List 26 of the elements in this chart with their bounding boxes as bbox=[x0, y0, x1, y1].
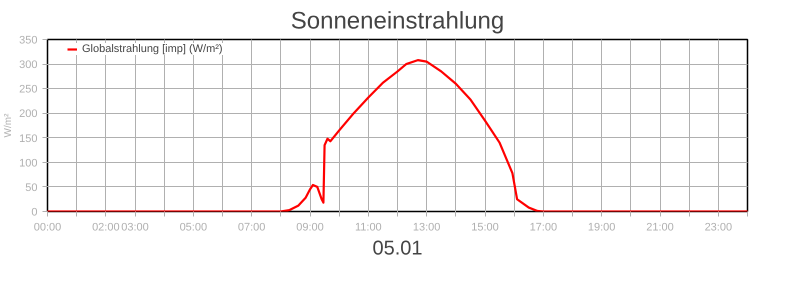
x-tick-label: 00:00 bbox=[34, 222, 62, 234]
x-tick-label: 13:00 bbox=[412, 222, 440, 234]
x-tick-label: 19:00 bbox=[588, 222, 616, 234]
x-tick-label: 02:00 bbox=[92, 222, 120, 234]
y-tick-label: 300 bbox=[19, 59, 38, 72]
x-axis-title: 05.01 bbox=[372, 238, 423, 260]
x-tick-label: 03:00 bbox=[121, 222, 149, 234]
x-tick-label: 23:00 bbox=[704, 222, 732, 234]
x-tick-label: 17:00 bbox=[530, 222, 558, 234]
x-tick-label: 21:00 bbox=[646, 222, 674, 234]
x-tick-label: 09:00 bbox=[296, 222, 324, 234]
y-axis-title: W/m² bbox=[3, 112, 14, 138]
line-series bbox=[48, 59, 748, 212]
x-tick-label: 07:00 bbox=[238, 222, 266, 234]
chart-title: Sonneneinstrahlung bbox=[290, 8, 504, 34]
y-tick-label: 150 bbox=[19, 132, 38, 145]
y-tick-label: 0 bbox=[31, 206, 38, 218]
legend-label: Globalstrahlung [imp] (W/m²) bbox=[82, 43, 223, 55]
y-tick-label: 350 bbox=[19, 34, 38, 46]
y-tick-label: 200 bbox=[19, 108, 38, 120]
x-tick-label: 05:00 bbox=[180, 222, 208, 234]
x-tick-label: 15:00 bbox=[471, 222, 499, 234]
x-tick-label: 11:00 bbox=[354, 222, 382, 234]
y-tick-label: 50 bbox=[25, 182, 38, 194]
y-tick-label: 100 bbox=[19, 157, 38, 170]
y-tick-label: 250 bbox=[19, 84, 38, 96]
